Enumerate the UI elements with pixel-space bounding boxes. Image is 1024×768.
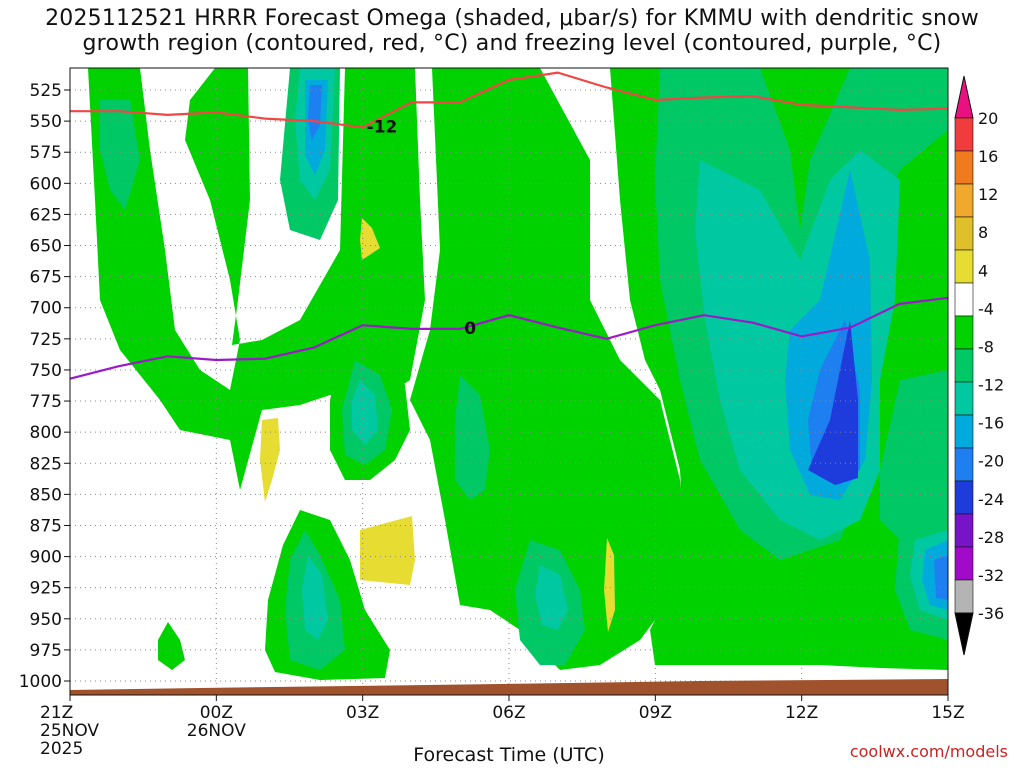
omega-region-green-small (158, 622, 185, 670)
colorbar-label: 16 (978, 147, 998, 166)
colorbar-swatch (954, 183, 974, 218)
y-tick-label: 650 (30, 237, 62, 257)
y-tick-label: 825 (30, 454, 62, 474)
chart-title-line1: 2025112521 HRRR Forecast Omega (shaded, … (45, 6, 979, 31)
y-tick-label: 750 (30, 361, 62, 381)
y-tick-label: 925 (30, 579, 62, 599)
chart-title-line2: growth region (contoured, red, °C) and f… (82, 31, 942, 56)
x-tick-label: 03Z (346, 703, 379, 723)
x-tick-label: 12Z (785, 703, 818, 723)
omega-region-deepblue-far-right (934, 555, 948, 600)
freezing-level-contour-label: 0 (464, 319, 476, 339)
omega-region-teal-center (455, 375, 490, 500)
colorbar-swatch (954, 282, 974, 317)
omega-shading (70, 68, 948, 695)
snow-growth-contour-label: -12 (367, 117, 398, 137)
y-tick-label: 700 (30, 299, 62, 319)
colorbar-bottom-triangle (954, 612, 974, 656)
omega-region-yellow-625 (360, 218, 380, 260)
colorbar-swatch (954, 150, 974, 185)
x-tick-label: 15Z (931, 703, 964, 723)
colorbar-swatch (954, 579, 974, 614)
colorbar-swatch (954, 546, 974, 581)
colorbar: 20 16 12 8 4 -4 -8 -12 -16 -20 -24 -28 -32 -36 (954, 75, 1004, 656)
terrain (70, 679, 948, 695)
y-tick-label: 600 (30, 174, 62, 194)
colorbar-label: 12 (978, 185, 998, 204)
colorbar-label: -24 (978, 490, 1004, 509)
chart-title: 2025112521 HRRR Forecast Omega (shaded, … (0, 6, 1024, 56)
y-tick-label: 625 (30, 205, 62, 225)
omega-region-deepblue-top (308, 85, 322, 140)
colorbar-label: -36 (978, 604, 1004, 623)
y-tick-label: 800 (30, 423, 62, 443)
colorbar-label: -12 (978, 376, 1004, 395)
colorbar-label: -4 (978, 299, 994, 318)
x-tick-date: 25NOV (40, 721, 99, 741)
omega-region-yellow-920 (604, 538, 615, 632)
credit-text: coolwx.com/models (850, 742, 1008, 761)
colorbar-swatch (954, 480, 974, 515)
colorbar-label: -8 (978, 337, 994, 356)
omega-region-green-center (410, 68, 690, 670)
omega-region-teal-top-left (100, 100, 140, 210)
y-tick-label: 950 (30, 610, 62, 630)
colorbar-swatch (954, 249, 974, 284)
y-tick-label: 900 (30, 548, 62, 568)
y-tick-label: 675 (30, 268, 62, 288)
colorbar-swatch (954, 348, 974, 383)
colorbar-swatch (954, 216, 974, 251)
x-axis-label: Forecast Time (UTC) (413, 744, 604, 766)
y-tick-label: 975 (30, 641, 62, 661)
colorbar-label: -16 (978, 414, 1004, 433)
freezing-level-contour-line (69, 296, 949, 380)
y-tick-label: 1000 (19, 672, 62, 692)
colorbar-label: 20 (978, 109, 998, 128)
x-tick-label: 06Z (492, 703, 525, 723)
colorbar-swatch (954, 513, 974, 548)
y-tick-label: 550 (30, 112, 62, 132)
colorbar-swatch (954, 414, 974, 449)
y-tick-label: 525 (30, 81, 62, 101)
omega-region-yellow-800 (260, 418, 280, 502)
colorbar-label: 4 (978, 261, 988, 280)
y-tick-label: 725 (30, 330, 62, 350)
y-axis: 525 550 575 600 625 650 675 700 725 750 775 800 825 8… (19, 81, 70, 692)
colorbar-swatch (954, 117, 974, 152)
x-tick-label: 00Z (200, 703, 233, 723)
y-tick-label: 875 (30, 516, 62, 536)
x-tick-year: 2025 (40, 739, 83, 759)
x-tick-label: 21Z (40, 703, 73, 723)
omega-region-cyan-lower-left (302, 555, 328, 640)
colorbar-swatch (954, 315, 974, 350)
omega-region-navy-right (808, 320, 858, 485)
y-tick-label: 775 (30, 392, 62, 412)
omega-region-yellow-870 (360, 516, 415, 585)
x-tick-label: 09Z (639, 703, 672, 723)
omega-region-cyan-mid (352, 380, 378, 445)
y-tick-label: 850 (30, 485, 62, 505)
colorbar-label: 8 (978, 223, 988, 242)
colorbar-swatch (954, 447, 974, 482)
y-tick-label: 575 (30, 143, 62, 163)
colorbar-top-triangle (954, 75, 974, 119)
colorbar-label: -32 (978, 566, 1004, 585)
colorbar-swatch (954, 381, 974, 416)
x-tick-date: 26NOV (187, 721, 246, 741)
colorbar-label: -28 (978, 528, 1004, 547)
omega-region-cyan-lower (535, 565, 568, 630)
colorbar-label: -20 (978, 452, 1004, 471)
snow-growth-contour-line (70, 71, 949, 129)
